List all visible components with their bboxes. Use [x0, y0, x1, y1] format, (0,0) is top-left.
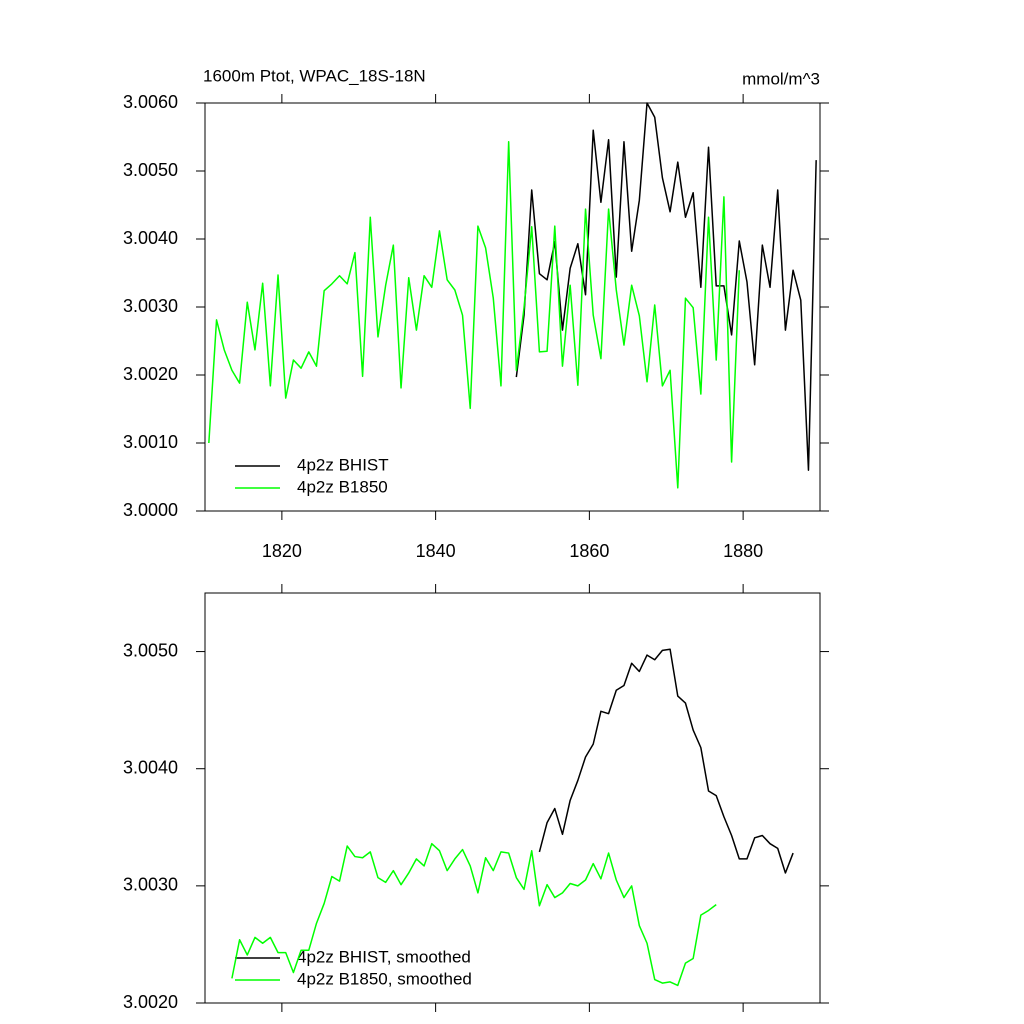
plot-frame: [204, 592, 821, 1004]
series-line: [231, 842, 717, 987]
y-tick-label: 3.0030: [123, 296, 178, 316]
y-tick-label: 3.0050: [123, 160, 178, 180]
y-tick-label: 3.0030: [123, 875, 178, 895]
x-tick-label: 1840: [416, 541, 456, 561]
series-line: [208, 141, 741, 489]
legend-label: 4p2z B1850, smoothed: [297, 969, 472, 988]
chart-title: 1600m Ptot, WPAC_18S-18N: [203, 66, 426, 85]
units-label: mmol/m^3: [742, 69, 820, 88]
y-tick-label: 3.0020: [123, 992, 178, 1012]
y-tick-label: 3.0050: [123, 640, 178, 660]
y-tick-label: 3.0040: [123, 757, 178, 777]
x-tick-label: 1880: [723, 541, 763, 561]
x-tick-label: 1860: [569, 541, 609, 561]
y-tick-label: 3.0040: [123, 228, 178, 248]
y-tick-label: 3.0060: [123, 92, 178, 112]
legend-label: 4p2z BHIST: [297, 455, 389, 474]
series-line: [515, 102, 817, 471]
y-tick-label: 3.0020: [123, 364, 178, 384]
y-tick-label: 3.0010: [123, 432, 178, 452]
legend-label: 4p2z B1850: [297, 477, 388, 496]
x-tick-label: 1820: [262, 541, 302, 561]
y-tick-label: 3.0000: [123, 500, 178, 520]
series-line: [538, 648, 794, 874]
legend-label: 4p2z BHIST, smoothed: [297, 947, 471, 966]
